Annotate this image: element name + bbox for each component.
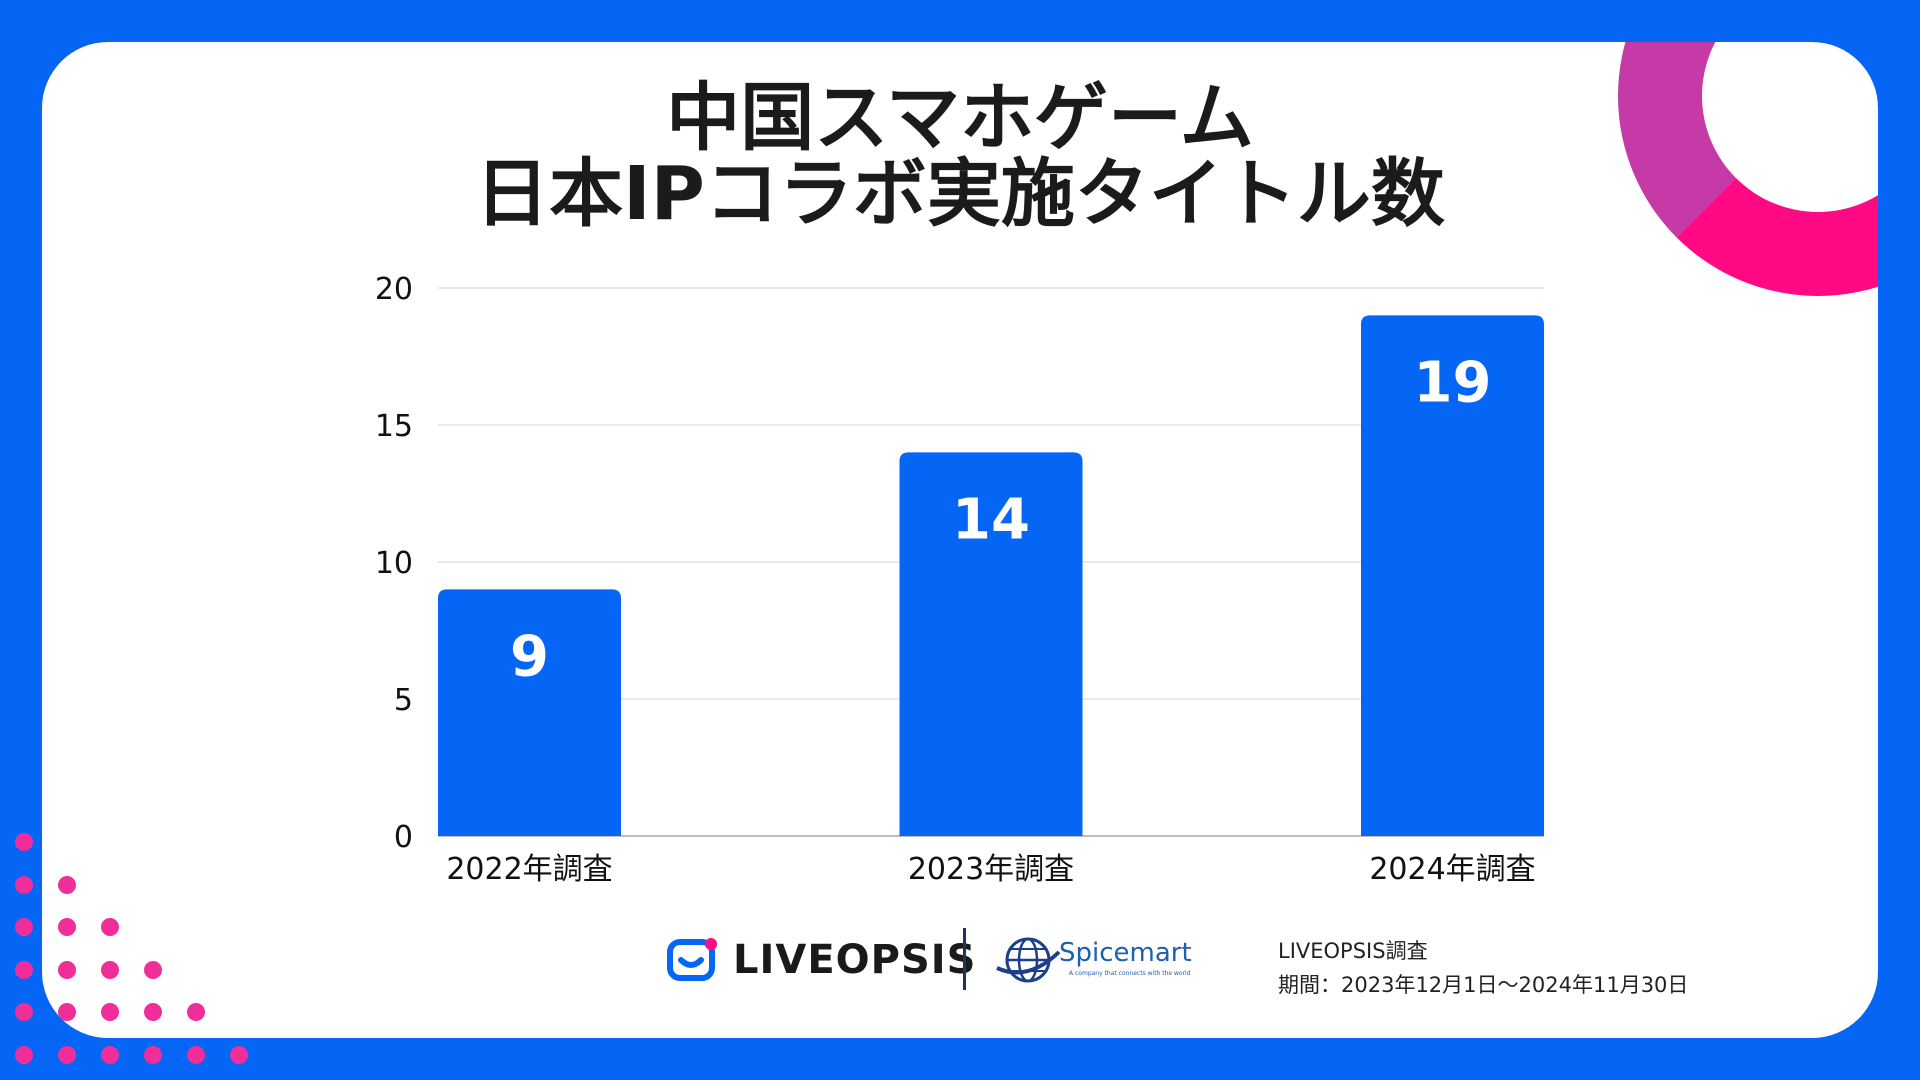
source-note: LIVEOPSIS調査 期間：2023年12月1日～2024年11月30日 (1278, 934, 1688, 1002)
chart-title: 中国スマホゲーム 日本IPコラボ実施タイトル数 (0, 80, 1920, 232)
logo-divider (963, 928, 966, 990)
source-line-2: 期間：2023年12月1日～2024年11月30日 (1278, 973, 1689, 997)
title-line-2: 日本IPコラボ実施タイトル数 (475, 151, 1445, 237)
bar (438, 589, 621, 836)
title-line-1: 中国スマホゲーム (666, 75, 1254, 161)
y-tick-label: 5 (394, 683, 413, 718)
bar (1361, 315, 1544, 836)
bar-data-label: 14 (952, 487, 1030, 552)
bar (899, 452, 1083, 836)
bar-data-label: 19 (1414, 350, 1492, 415)
bar-data-label: 9 (510, 624, 549, 689)
source-line-1: LIVEOPSIS調査 (1278, 939, 1428, 963)
y-tick-label: 10 (375, 546, 413, 581)
x-tick-label: 2022年調査 (446, 852, 612, 887)
x-tick-label: 2024年調査 (1369, 852, 1535, 887)
spicemart-tagline: A company that connects with the world (1069, 970, 1191, 977)
x-tick-label: 2023年調査 (908, 852, 1074, 887)
globe-icon (996, 937, 1061, 983)
spicemart-logo-text: Spicemart (1059, 938, 1192, 968)
liveopsis-logo-text: LIVEOPSIS (733, 937, 977, 983)
y-tick-label: 20 (375, 272, 413, 307)
y-tick-label: 15 (375, 409, 413, 444)
liveopsis-logo-icon (667, 938, 717, 981)
y-tick-label: 0 (394, 820, 413, 855)
